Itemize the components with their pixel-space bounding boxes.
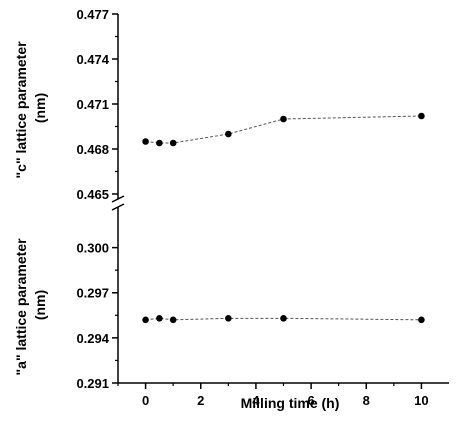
top-y-tick-label: 0.471 <box>76 97 109 112</box>
x-tick-label: 4 <box>252 393 260 408</box>
bottom-y-axis-label-line1: "a" lattice parameter <box>13 238 29 376</box>
c-parameter-data-point <box>418 112 425 120</box>
x-tick-label: 10 <box>414 393 428 408</box>
axis-break-mark-upper <box>111 195 125 203</box>
bottom-y-tick-label: 0.300 <box>76 241 109 256</box>
top-y-tick-label: 0.477 <box>76 7 109 22</box>
a-parameter-data-point <box>142 316 149 324</box>
axis-break-mark-lower <box>111 203 125 211</box>
top-y-axis-label-line1: "c" lattice parameter <box>13 41 29 179</box>
x-tick-label: 2 <box>197 393 204 408</box>
a-parameter-data-point <box>225 315 232 322</box>
data-markers <box>142 112 425 324</box>
c-parameter-data-point <box>142 138 149 145</box>
top-y-tick-label: 0.468 <box>76 142 109 157</box>
x-tick-label: 6 <box>307 393 314 408</box>
bottom-y-tick-label: 0.291 <box>76 376 109 391</box>
x-tick-label: 0 <box>142 393 149 408</box>
series-lines <box>145 115 422 321</box>
a-parameter-data-point <box>169 316 177 324</box>
top-y-axis-label: "c" lattice parameter (nm) <box>13 38 48 179</box>
tick-marks <box>112 13 423 389</box>
c-parameter-data-point <box>156 139 163 147</box>
axes-frame <box>111 14 449 384</box>
bottom-y-tick-label: 0.297 <box>76 286 109 301</box>
a-parameter-data-point <box>418 316 425 324</box>
x-axis-label: Milling time (h) <box>241 395 340 411</box>
top-y-tick-label: 0.465 <box>76 187 109 202</box>
top-y-axis-label-line2: (nm) <box>32 93 48 123</box>
c-parameter-data-point <box>225 130 232 138</box>
bottom-y-axis-label: "a" lattice parameter (nm) <box>13 235 48 376</box>
c-parameter-data-point <box>280 115 287 123</box>
a-parameter-data-point <box>156 315 163 322</box>
c-parameter-data-point <box>169 139 177 147</box>
tick-labels: 0.465 0.468 0.471 0.474 0.477 0.291 0.294 0.297… <box>76 7 428 408</box>
a-parameter-data-point <box>280 315 287 322</box>
x-tick-label: 8 <box>363 393 370 408</box>
top-y-tick-label: 0.474 <box>76 52 109 67</box>
bottom-y-tick-label: 0.294 <box>76 331 109 346</box>
bottom-y-axis-label-line2: (nm) <box>32 290 48 320</box>
